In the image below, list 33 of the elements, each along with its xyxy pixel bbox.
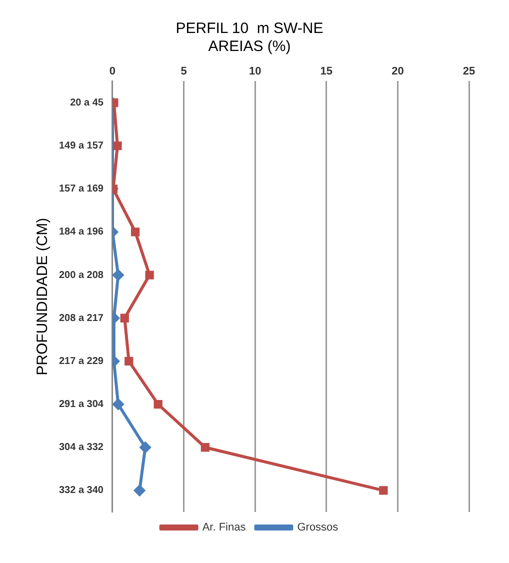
x-tick-label: 15 [320, 66, 333, 78]
y-tick-label: 304 a 332 [58, 442, 104, 454]
legend-label: Grossos [297, 522, 339, 534]
point [113, 141, 122, 150]
point [134, 484, 146, 496]
chart-title: PERFIL 10 m SW-NE [176, 20, 324, 38]
y-tick-label: 157 a 169 [58, 184, 104, 195]
point [145, 270, 154, 280]
point [120, 314, 129, 322]
y-tick-label: 217 a 229 [58, 356, 104, 367]
point [200, 443, 210, 452]
point [112, 398, 124, 410]
y-tick-label: 200 a 208 [58, 270, 104, 281]
y-tick-label: 332 a 340 [58, 485, 104, 496]
chart-subtitle: AREIAS (%) [208, 38, 291, 56]
y-tick-label: 149 a 157 [58, 140, 104, 152]
y-tick-label: 184 a 196 [58, 226, 104, 238]
point [130, 228, 140, 236]
y-axis-title: PROFUNDIDADE (CM) [34, 218, 52, 376]
x-tick-label: 20 [392, 66, 404, 78]
point [140, 442, 151, 453]
legend-label: Ar. Finas [202, 522, 246, 534]
point [124, 356, 134, 366]
y-tick-label: 208 a 217 [58, 312, 104, 324]
x-tick-label: 25 [462, 66, 476, 78]
x-tick-label: 5 [180, 66, 187, 78]
x-tick-label: 0 [109, 66, 116, 78]
point [154, 400, 162, 409]
point [112, 270, 124, 281]
x-tick-label: 10 [248, 66, 262, 78]
point [379, 486, 388, 495]
y-tick-label: 20 a 45 [70, 97, 104, 108]
y-tick-label: 291 a 304 [58, 399, 104, 410]
